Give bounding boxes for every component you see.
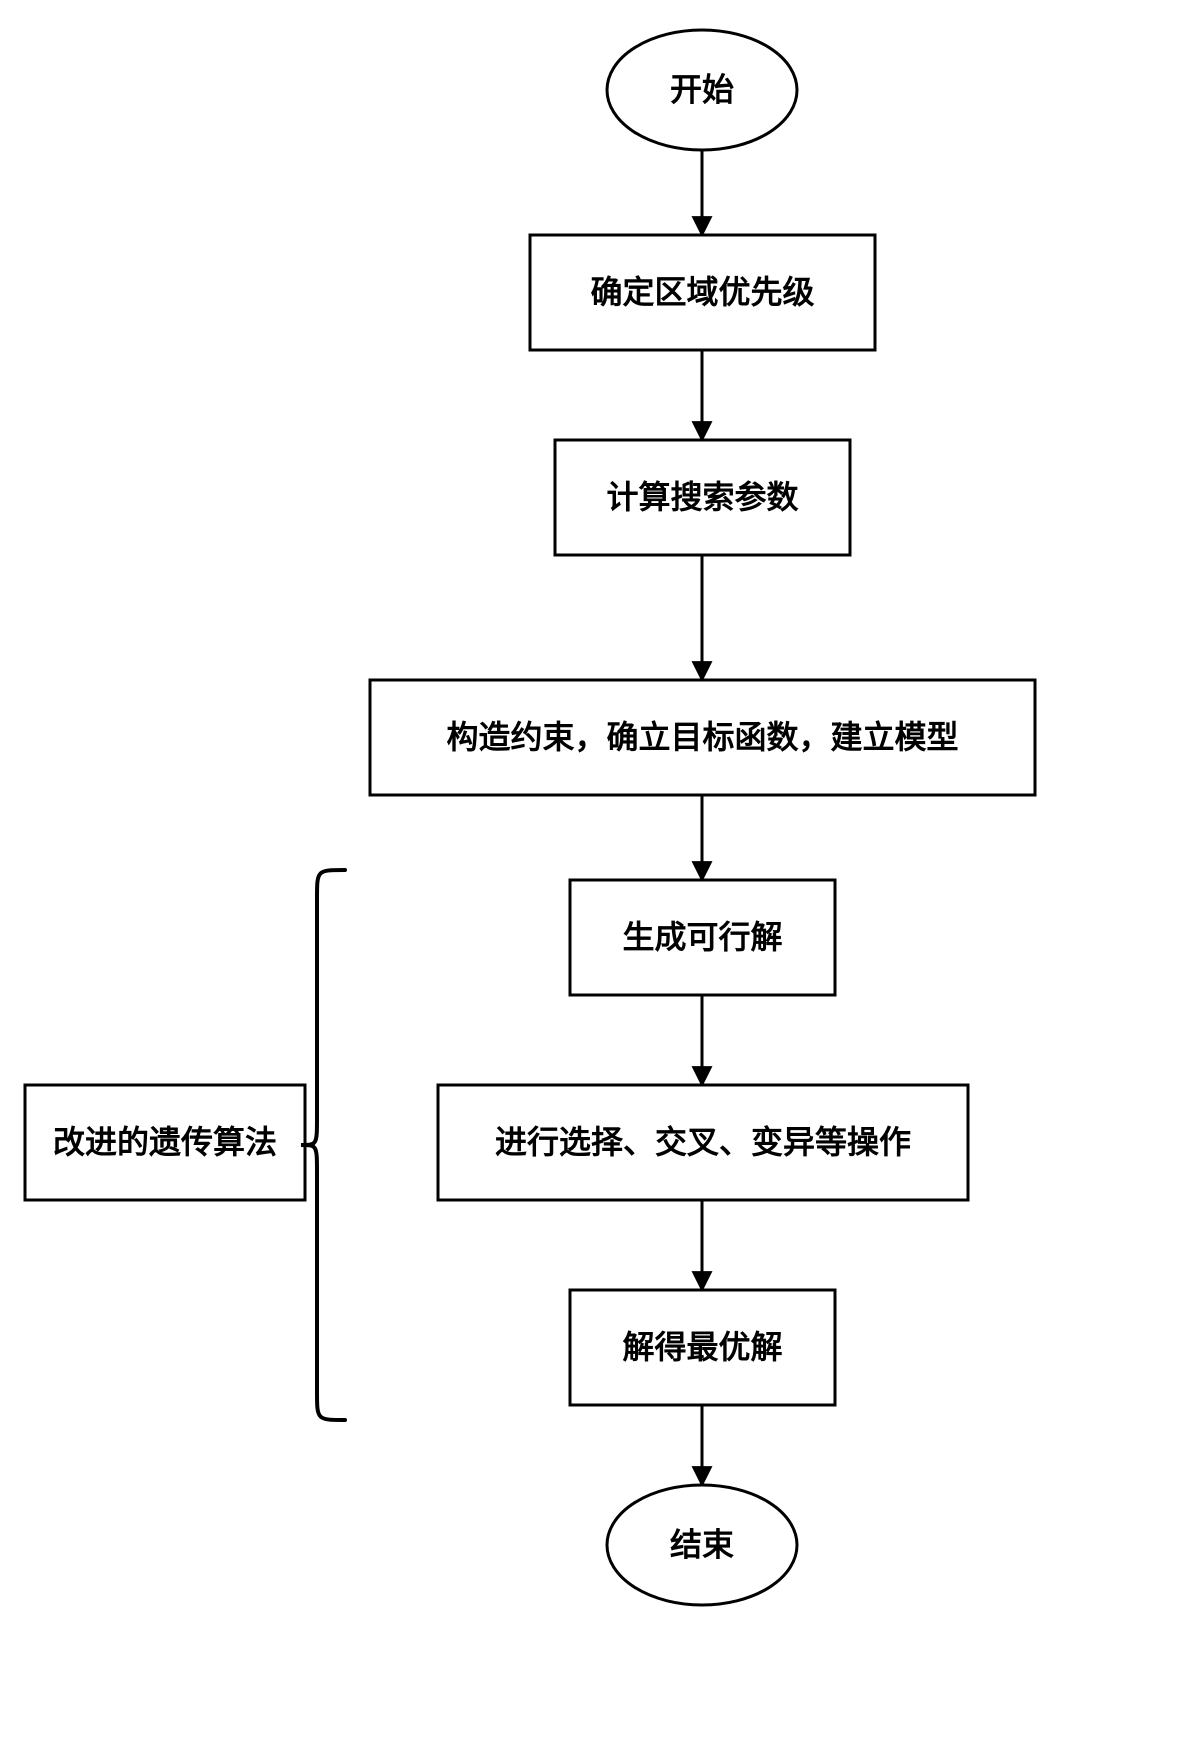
node-n3: 构造约束，确立目标函数，建立模型 (370, 680, 1035, 795)
node-end-label: 结束 (670, 1526, 734, 1562)
node-start: 开始 (607, 30, 797, 150)
node-n1-label: 确定区域优先级 (590, 274, 814, 310)
brace-genetic-algorithm (301, 870, 345, 1420)
node-end: 结束 (607, 1485, 797, 1605)
node-n1: 确定区域优先级 (530, 235, 875, 350)
node-n5: 进行选择、交叉、变异等操作 (438, 1085, 968, 1200)
flowchart-canvas: 开始确定区域优先级计算搜索参数构造约束，确立目标函数，建立模型生成可行解进行选择… (0, 0, 1204, 1745)
node-n4-label: 生成可行解 (622, 919, 782, 955)
node-n2: 计算搜索参数 (555, 440, 850, 555)
node-side-label: 改进的遗传算法 (53, 1124, 277, 1160)
node-n6-label: 解得最优解 (622, 1329, 782, 1365)
node-n4: 生成可行解 (570, 880, 835, 995)
node-side: 改进的遗传算法 (25, 1085, 305, 1200)
node-n5-label: 进行选择、交叉、变异等操作 (495, 1124, 911, 1160)
node-n3-label: 构造约束，确立目标函数，建立模型 (446, 719, 958, 755)
node-n6: 解得最优解 (570, 1290, 835, 1405)
node-n2-label: 计算搜索参数 (606, 479, 799, 515)
node-start-label: 开始 (670, 71, 734, 107)
